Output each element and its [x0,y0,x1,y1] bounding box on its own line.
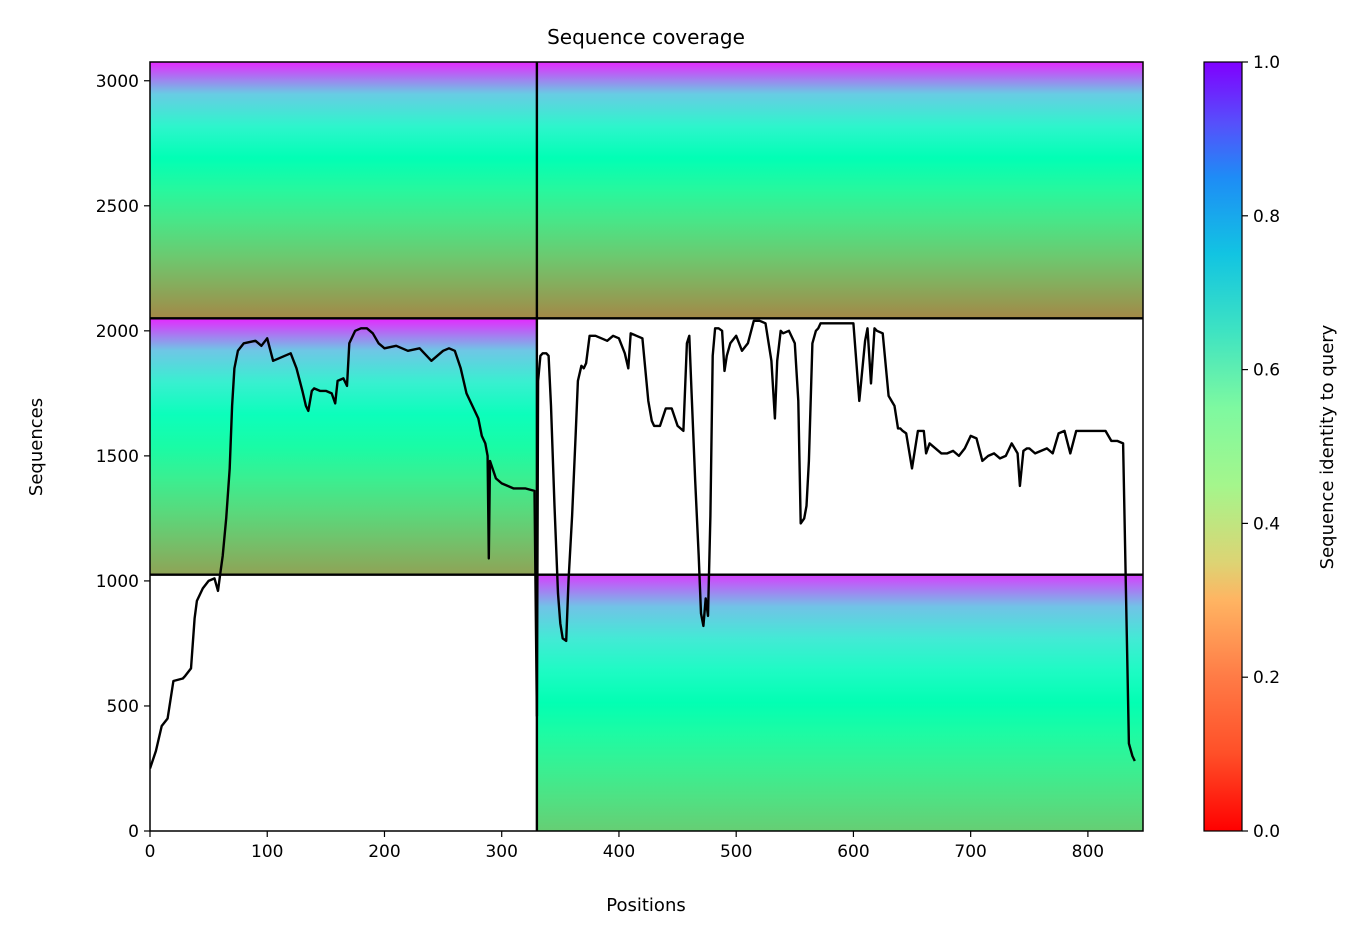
y-tick-label: 0 [128,822,139,842]
colorbar-ticks: 0.0 0.2 0.4 0.6 0.8 1.0 [1242,53,1280,842]
x-tick-label: 700 [954,842,986,862]
colorbar-label: Sequence identity to query [1317,324,1338,569]
colorbar-tick-label: 0.2 [1253,668,1280,688]
x-tick-label: 100 [251,842,283,862]
y-tick-label: 2000 [96,322,139,342]
msa-blocks-layer [150,62,1143,831]
msa-block [150,318,537,575]
colorbar-tick-label: 0.0 [1253,822,1280,842]
y-tick-label: 1500 [96,447,139,467]
x-tick-label: 400 [603,842,635,862]
colorbar-tick-label: 0.6 [1253,361,1280,381]
msa-block [536,62,1143,319]
y-tick-label: 500 [107,697,139,717]
y-axis-ticks: 0 500 1000 1500 2000 2500 3000 [96,72,150,842]
x-tick-label: 600 [837,842,869,862]
x-tick-label: 200 [368,842,400,862]
x-axis-ticks: 0 100 200 300 400 500 600 700 800 [145,831,1104,862]
y-tick-label: 2500 [96,197,139,217]
coverage-line [150,319,1136,769]
y-tick-label: 3000 [96,72,139,92]
chart-title: Sequence coverage [547,25,745,49]
msa-block [536,574,1143,831]
x-tick-label: 500 [720,842,752,862]
y-axis-label: Sequences [26,398,47,496]
plot-frame [149,61,1144,832]
x-tick-label: 300 [485,842,517,862]
msa-block [150,62,537,319]
colorbar-tick-label: 0.8 [1253,207,1280,227]
plot-area [150,62,1143,831]
colorbar-tick-label: 1.0 [1253,53,1280,73]
x-tick-label: 0 [145,842,156,862]
y-tick-label: 1000 [96,572,139,592]
colorbar [1203,61,1243,832]
colorbar-tick-label: 0.4 [1253,514,1280,534]
x-axis-label: Positions [606,895,685,916]
x-tick-label: 800 [1072,842,1104,862]
